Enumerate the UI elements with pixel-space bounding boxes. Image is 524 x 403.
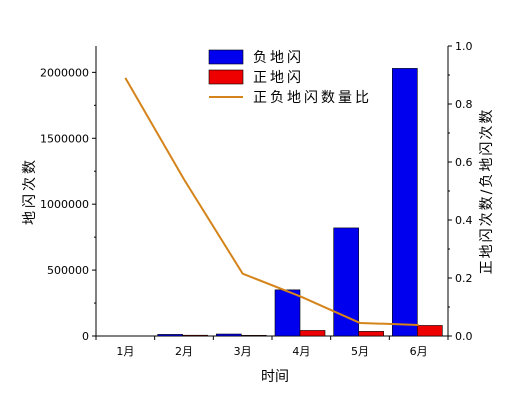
x-tick-label: 6月: [410, 345, 428, 358]
bar-negative-2: [157, 334, 183, 337]
x-tick-label: 2月: [175, 345, 193, 358]
bar-positive-2: [182, 334, 208, 337]
y2-axis-title: 正地闪次数/负地闪次数: [479, 108, 495, 275]
axes: 0 500000 1000000 1500000 2000000 0.0 0.2 0.4 0.6…: [40, 40, 473, 358]
y2-tick-label: 0.0: [455, 330, 473, 343]
bar-negative-6: [392, 68, 418, 337]
bars: [98, 68, 443, 337]
y2-tick-label: 0.8: [455, 98, 473, 111]
legend-label-1: 负地闪: [253, 50, 304, 66]
x-tick-label: 4月: [292, 345, 310, 358]
y2-tick-label: 0.6: [455, 156, 473, 169]
y-tick-label: 2000000: [40, 66, 89, 79]
legend-swatch-1: [208, 49, 244, 65]
bar-negative-5: [333, 227, 359, 337]
x-tick-label: 3月: [234, 345, 252, 358]
y-tick-label: 1000000: [40, 198, 89, 211]
x-tick-label: 1月: [116, 345, 134, 358]
ratio-line: [124, 77, 419, 326]
bar-positive-4: [299, 330, 326, 337]
y2-tick-label: 0.4: [455, 214, 473, 227]
y2-tick-label: 0.2: [455, 272, 473, 285]
x-axis-title: 时间: [261, 369, 289, 385]
ratio-line-path: [124, 77, 419, 326]
bar-negative-4: [274, 289, 301, 337]
y-tick-label: 0: [82, 330, 89, 343]
y-tick-label: 500000: [47, 264, 89, 277]
legend-label-2: 正地闪: [253, 70, 304, 86]
bar-positive-3: [241, 335, 267, 337]
y-tick-label: 1500000: [40, 132, 89, 145]
bar-positive-6: [417, 325, 443, 337]
bar-negative-3: [216, 333, 242, 337]
x-tick-label: 5月: [351, 345, 369, 358]
legend-label-3: 正负地闪数量比: [253, 90, 372, 106]
y-axis-title: 地闪次数: [22, 157, 38, 225]
bar-positive-5: [358, 331, 384, 337]
legend-swatch-2: [208, 69, 244, 85]
y2-tick-label: 1.0: [455, 40, 473, 53]
